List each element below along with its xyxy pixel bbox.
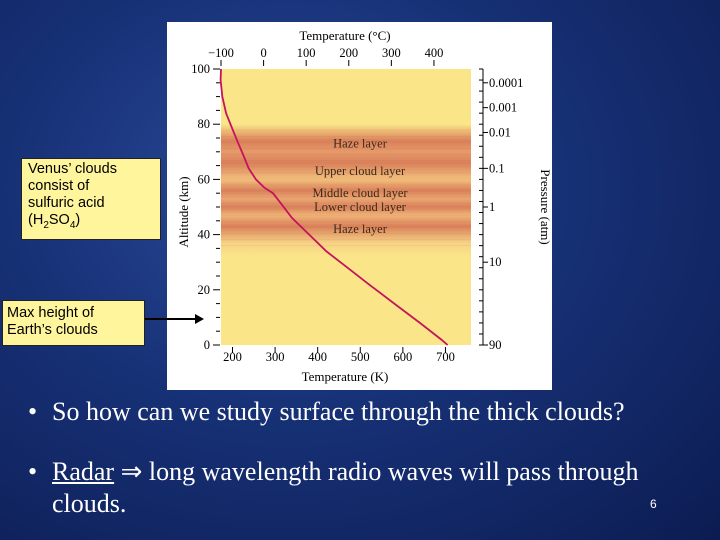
cloud-band-gradient xyxy=(221,69,471,345)
left-tick-label: 60 xyxy=(198,172,211,186)
bottom-tick-label: 500 xyxy=(351,350,370,364)
bullet-text: So how can we study surface through the … xyxy=(52,397,625,426)
left-tick-label: 0 xyxy=(204,338,210,352)
top-tick-label: −100 xyxy=(208,46,234,60)
venus-clouds-callout: Venus’ clouds consist of sulfuric acid (… xyxy=(21,158,161,240)
axis-ticks xyxy=(213,60,488,353)
bullet-symbol: • xyxy=(28,457,38,486)
layer-label: Lower cloud layer xyxy=(314,200,406,214)
bottom-axis-title: Temperature (K) xyxy=(302,369,389,384)
top-axis-title: Temperature (°C) xyxy=(299,28,390,43)
top-tick-label: 300 xyxy=(382,46,401,60)
layer-label: Haze layer xyxy=(333,137,388,151)
earth-clouds-arrow xyxy=(145,314,204,324)
right-tick-label: 1 xyxy=(489,200,495,214)
left-axis-title: Altitude (km) xyxy=(176,176,191,247)
temperature-profile-curve xyxy=(219,68,449,346)
bottom-tick-label: 400 xyxy=(308,350,327,364)
earth-clouds-callout: Max height of Earth’s clouds xyxy=(2,300,145,346)
left-tick-label: 100 xyxy=(191,62,210,76)
callout-line-1: Venus’ clouds xyxy=(28,161,117,177)
implies-symbol: ⇒ xyxy=(120,457,143,486)
right-tick-label: 10 xyxy=(489,255,502,269)
right-tick-label: 0.01 xyxy=(489,125,511,139)
left-tick-label: 80 xyxy=(198,117,211,131)
radar-description: long wavelength radio waves will pass th… xyxy=(52,457,639,518)
left-tick-label: 40 xyxy=(198,228,211,242)
right-axis-title: Pressure (atm) xyxy=(538,169,552,244)
right-tick-label: 0.0001 xyxy=(489,76,523,90)
bottom-tick-label: 600 xyxy=(393,350,412,364)
cloud-band-shading xyxy=(221,69,471,345)
venus-atmosphere-figure: Temperature (°C) Temperature (K) Altitud… xyxy=(167,22,552,390)
callout-line-2: consist of xyxy=(28,178,90,194)
right-tick-label: 90 xyxy=(489,338,502,352)
sulfuric-acid-formula: (H2SO4) xyxy=(28,212,81,231)
top-tick-label: 0 xyxy=(260,46,266,60)
layer-label: Haze layer xyxy=(333,222,388,236)
bullet-symbol: • xyxy=(28,397,38,426)
bullet-text: Radar ⇒ long wavelength radio waves will… xyxy=(52,456,692,520)
bottom-tick-label: 200 xyxy=(223,350,242,364)
layer-labels: Haze layer Upper cloud layer Middle cloud … xyxy=(312,137,408,237)
axis-tick-labels: −100 0 100 200 300 400 200 300 400 500 600 700 0 20 40… xyxy=(191,46,523,364)
right-tick-label: 0.001 xyxy=(489,101,517,115)
radar-link[interactable]: Radar xyxy=(52,457,115,486)
top-tick-label: 100 xyxy=(297,46,316,60)
left-tick-label: 20 xyxy=(198,283,211,297)
top-tick-label: 400 xyxy=(425,46,444,60)
callout-line-3: sulfuric acid xyxy=(28,195,105,211)
right-tick-label: 0.1 xyxy=(489,161,505,175)
layer-label: Upper cloud layer xyxy=(315,164,406,178)
bottom-tick-label: 300 xyxy=(266,350,285,364)
top-tick-label: 200 xyxy=(339,46,358,60)
earth-clouds-text: Max height of Earth’s clouds xyxy=(7,305,98,338)
slide-number: 6 xyxy=(650,497,657,511)
layer-label: Middle cloud layer xyxy=(312,186,408,200)
bottom-tick-label: 700 xyxy=(436,350,455,364)
